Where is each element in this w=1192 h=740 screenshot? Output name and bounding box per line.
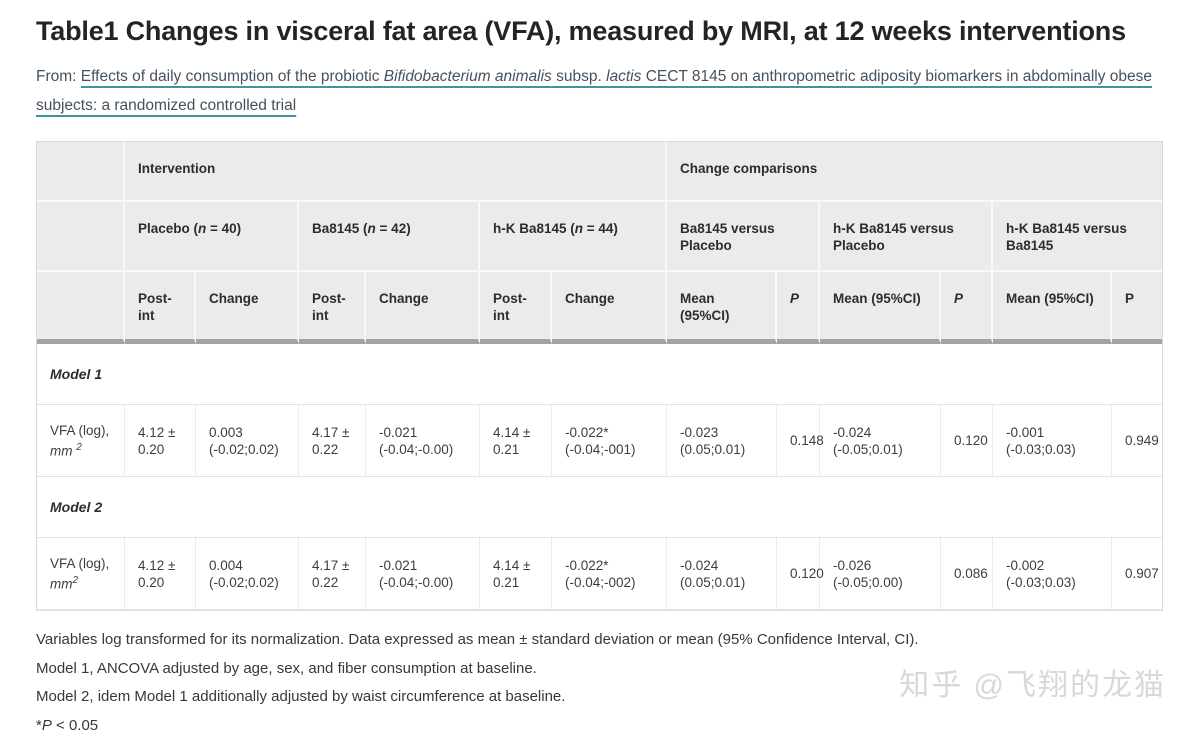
header-empty-cell [37, 142, 125, 202]
cell-comp3-mean: -0.001(-0.03;0.03) [993, 405, 1112, 477]
model-1-row: Model 1 [37, 344, 1162, 405]
footnote-pvalue: *P < 0.05 [36, 712, 1162, 740]
link-text-italic: Bifidobacterium animalis [384, 68, 552, 85]
subheader-p: P [1112, 272, 1162, 344]
row-label-text: VFA (log), [50, 556, 109, 571]
row-label-vfa: VFA (log), mm 2 [37, 405, 125, 477]
cell-placebo-postint: 4.12 ±0.20 [125, 405, 196, 477]
comparison-header-ba8145-vs-placebo: Ba8145 versus Placebo [667, 202, 820, 272]
subheader-post-int: Post-int [125, 272, 196, 344]
cell-comp2-mean: -0.026(-0.05;0.00) [820, 538, 941, 610]
comparison-header-hk-vs-ba8145: h-K Ba8145 versus Ba8145 [993, 202, 1162, 272]
cell-placebo-change: 0.003(-0.02;0.02) [196, 405, 299, 477]
cell-hk-change: -0.022*(-0.04;-002) [552, 538, 667, 610]
cell-comp2-p: 0.086 [941, 538, 993, 610]
comparison-header-hk-vs-placebo: h-K Ba8145 versus Placebo [820, 202, 993, 272]
cell-hk-postint: 4.14 ±0.21 [480, 405, 552, 477]
group-header-hk-ba8145: h-K Ba8145 (n = 44) [480, 202, 667, 272]
header-row-top: Intervention Change comparisons [37, 142, 1162, 202]
header-empty-cell [37, 202, 125, 272]
group-label: h-K Ba8145 ( [493, 221, 575, 236]
cell-comp3-p: 0.949 [1112, 405, 1162, 477]
table-body: Model 1 VFA (log), mm 2 4.12 ±0.20 0.003(… [37, 344, 1162, 610]
cell-ba8145-postint: 4.17 ±0.22 [299, 405, 366, 477]
subheader-p: P [941, 272, 993, 344]
vfa-row-model-2: VFA (log), mm2 4.12 ±0.20 0.004(-0.02;0.0… [37, 538, 1162, 610]
model-2-label: Model 2 [37, 477, 1162, 538]
cell-placebo-postint: 4.12 ±0.20 [125, 538, 196, 610]
vfa-row-model-1: VFA (log), mm 2 4.12 ±0.20 0.003(-0.02;0.… [37, 405, 1162, 477]
p-threshold: < 0.05 [52, 717, 98, 734]
unit-sup: 2 [73, 575, 79, 586]
cell-ba8145-change: -0.021(-0.04;-0.00) [366, 538, 480, 610]
link-text: subsp. [552, 68, 606, 85]
unit-mm: mm [50, 443, 73, 458]
cell-ba8145-postint: 4.17 ±0.22 [299, 538, 366, 610]
p-symbol: P [42, 717, 52, 734]
source-line: From: Effects of daily consumption of th… [36, 62, 1161, 120]
cell-ba8145-change: -0.021(-0.04;-0.00) [366, 405, 480, 477]
cell-comp3-p: 0.907 [1112, 538, 1162, 610]
footnote-line: Variables log transformed for its normal… [36, 626, 1162, 655]
subheader-post-int: Post-int [299, 272, 366, 344]
watermark: 知乎 @飞翔的龙猫 [899, 660, 1166, 704]
unit-mm: mm [50, 576, 73, 591]
link-text-italic: lactis [606, 68, 641, 85]
subheader-mean-ci: Mean (95%CI) [993, 272, 1112, 344]
header-row-groups: Placebo (n = 40) Ba8145 (n = 42) h-K Ba8… [37, 202, 1162, 272]
row-label-text: VFA (log), [50, 423, 109, 438]
from-label: From: [36, 68, 81, 85]
cell-hk-postint: 4.14 ±0.21 [480, 538, 552, 610]
cell-comp1-p: 0.148 [777, 405, 820, 477]
n-symbol: n [575, 221, 583, 236]
link-text: Effects of daily consumption of the prob… [81, 68, 384, 85]
table-header: Intervention Change comparisons Placebo … [37, 142, 1162, 344]
subheader-post-int: Post-int [480, 272, 552, 344]
subheader-mean-ci: Mean (95%CI) [667, 272, 777, 344]
cell-comp3-mean: -0.002(-0.03;0.03) [993, 538, 1112, 610]
unit-sup: 2 [76, 442, 82, 453]
model-1-label: Model 1 [37, 344, 1162, 405]
subheader-p: P [777, 272, 820, 344]
header-empty-cell [37, 272, 125, 344]
subheader-change: Change [366, 272, 480, 344]
group-n: = 44) [583, 221, 618, 236]
cell-placebo-change: 0.004(-0.02;0.02) [196, 538, 299, 610]
cell-comp2-mean: -0.024(-0.05;0.01) [820, 405, 941, 477]
header-change-comparisons: Change comparisons [667, 142, 1162, 202]
group-label: Ba8145 ( [312, 221, 368, 236]
cell-comp1-p: 0.120 [777, 538, 820, 610]
row-label-vfa: VFA (log), mm2 [37, 538, 125, 610]
subheader-change: Change [196, 272, 299, 344]
subheader-change: Change [552, 272, 667, 344]
cell-comp2-p: 0.120 [941, 405, 993, 477]
header-intervention: Intervention [125, 142, 667, 202]
subheader-mean-ci: Mean (95%CI) [820, 272, 941, 344]
page-title: Table1 Changes in visceral fat area (VFA… [36, 16, 1162, 47]
cell-comp1-mean: -0.023(0.05;0.01) [667, 405, 777, 477]
source-article-link[interactable]: Effects of daily consumption of the prob… [36, 68, 1152, 114]
results-table: Intervention Change comparisons Placebo … [36, 141, 1163, 611]
group-header-ba8145: Ba8145 (n = 42) [299, 202, 480, 272]
group-n: = 42) [376, 221, 411, 236]
model-2-row: Model 2 [37, 477, 1162, 538]
group-label: Placebo ( [138, 221, 198, 236]
group-n: = 40) [206, 221, 241, 236]
header-row-sub: Post-int Change Post-int Change Post-int… [37, 272, 1162, 344]
cell-comp1-mean: -0.024(0.05;0.01) [667, 538, 777, 610]
cell-hk-change: -0.022*(-0.04;-001) [552, 405, 667, 477]
group-header-placebo: Placebo (n = 40) [125, 202, 299, 272]
n-symbol: n [368, 221, 376, 236]
